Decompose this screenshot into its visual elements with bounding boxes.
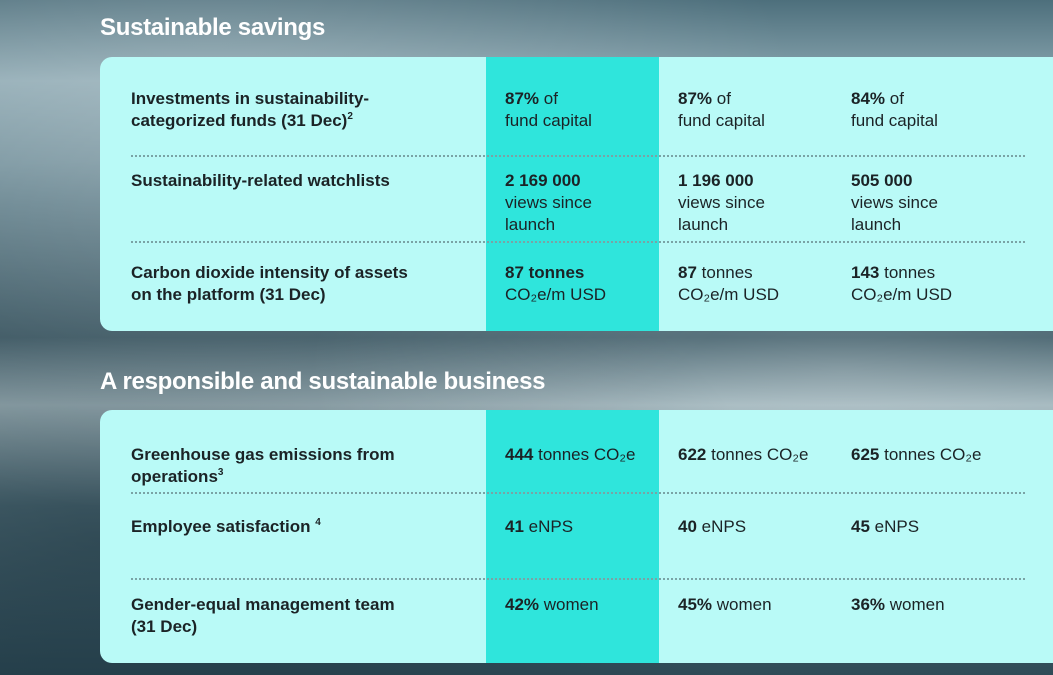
value-cell: 45 eNPS — [851, 517, 920, 536]
row-label: Employee satisfaction 4 — [131, 517, 321, 536]
section-title: Sustainable savings — [100, 14, 326, 41]
value-cell: 622 tonnes CO₂e — [678, 445, 809, 464]
highlight-column — [486, 410, 659, 663]
responsible-business-table: Greenhouse gas emissions from operations… — [100, 410, 1053, 663]
value-cell: 41 eNPS — [505, 517, 574, 536]
value-cell: 1 196 000 views since launch — [678, 171, 765, 234]
value-cell: 40 eNPS — [678, 517, 747, 536]
value-cell: 87 tonnes CO₂e/m USD — [678, 263, 780, 304]
value-cell: 84% of fund capital — [851, 89, 938, 130]
value-cell: 505 000 views since launch — [851, 171, 938, 234]
footnote-marker: 3 — [217, 467, 224, 478]
row-label: Greenhouse gas emissions from operations… — [131, 445, 395, 486]
value-cell: 143 tonnes CO₂e/m USD — [851, 263, 953, 304]
value-cell: 2 169 000 views since launch — [505, 171, 592, 234]
row-label: Investments in sustainability- categoriz… — [131, 89, 370, 130]
value-cell: 87% of fund capital — [505, 89, 592, 130]
row-divider — [131, 241, 1025, 243]
value-cell: 87 tonnes CO₂e/m USD — [505, 263, 607, 304]
row-label: Carbon dioxide intensity of assets on th… — [131, 263, 408, 304]
highlight-column — [486, 57, 659, 331]
row-divider — [131, 578, 1025, 580]
value-cell: 36% women — [851, 595, 945, 614]
footnote-marker: 2 — [347, 111, 353, 122]
row-divider — [131, 492, 1025, 494]
section-title: A responsible and sustainable business — [100, 368, 546, 395]
value-cell: 625 tonnes CO₂e — [851, 445, 982, 464]
value-cell: 444 tonnes CO₂e — [505, 445, 636, 464]
sustainable-savings-table: Investments in sustainability- categoriz… — [100, 57, 1053, 331]
row-divider — [131, 155, 1025, 157]
value-cell: 87% of fund capital — [678, 89, 765, 130]
row-label: Gender-equal management team (31 Dec) — [131, 595, 395, 636]
row-label: Sustainability-related watchlists — [131, 171, 390, 190]
footnote-marker: 4 — [315, 517, 321, 528]
value-cell: 42% women — [505, 595, 599, 614]
value-cell: 45% women — [678, 595, 772, 614]
